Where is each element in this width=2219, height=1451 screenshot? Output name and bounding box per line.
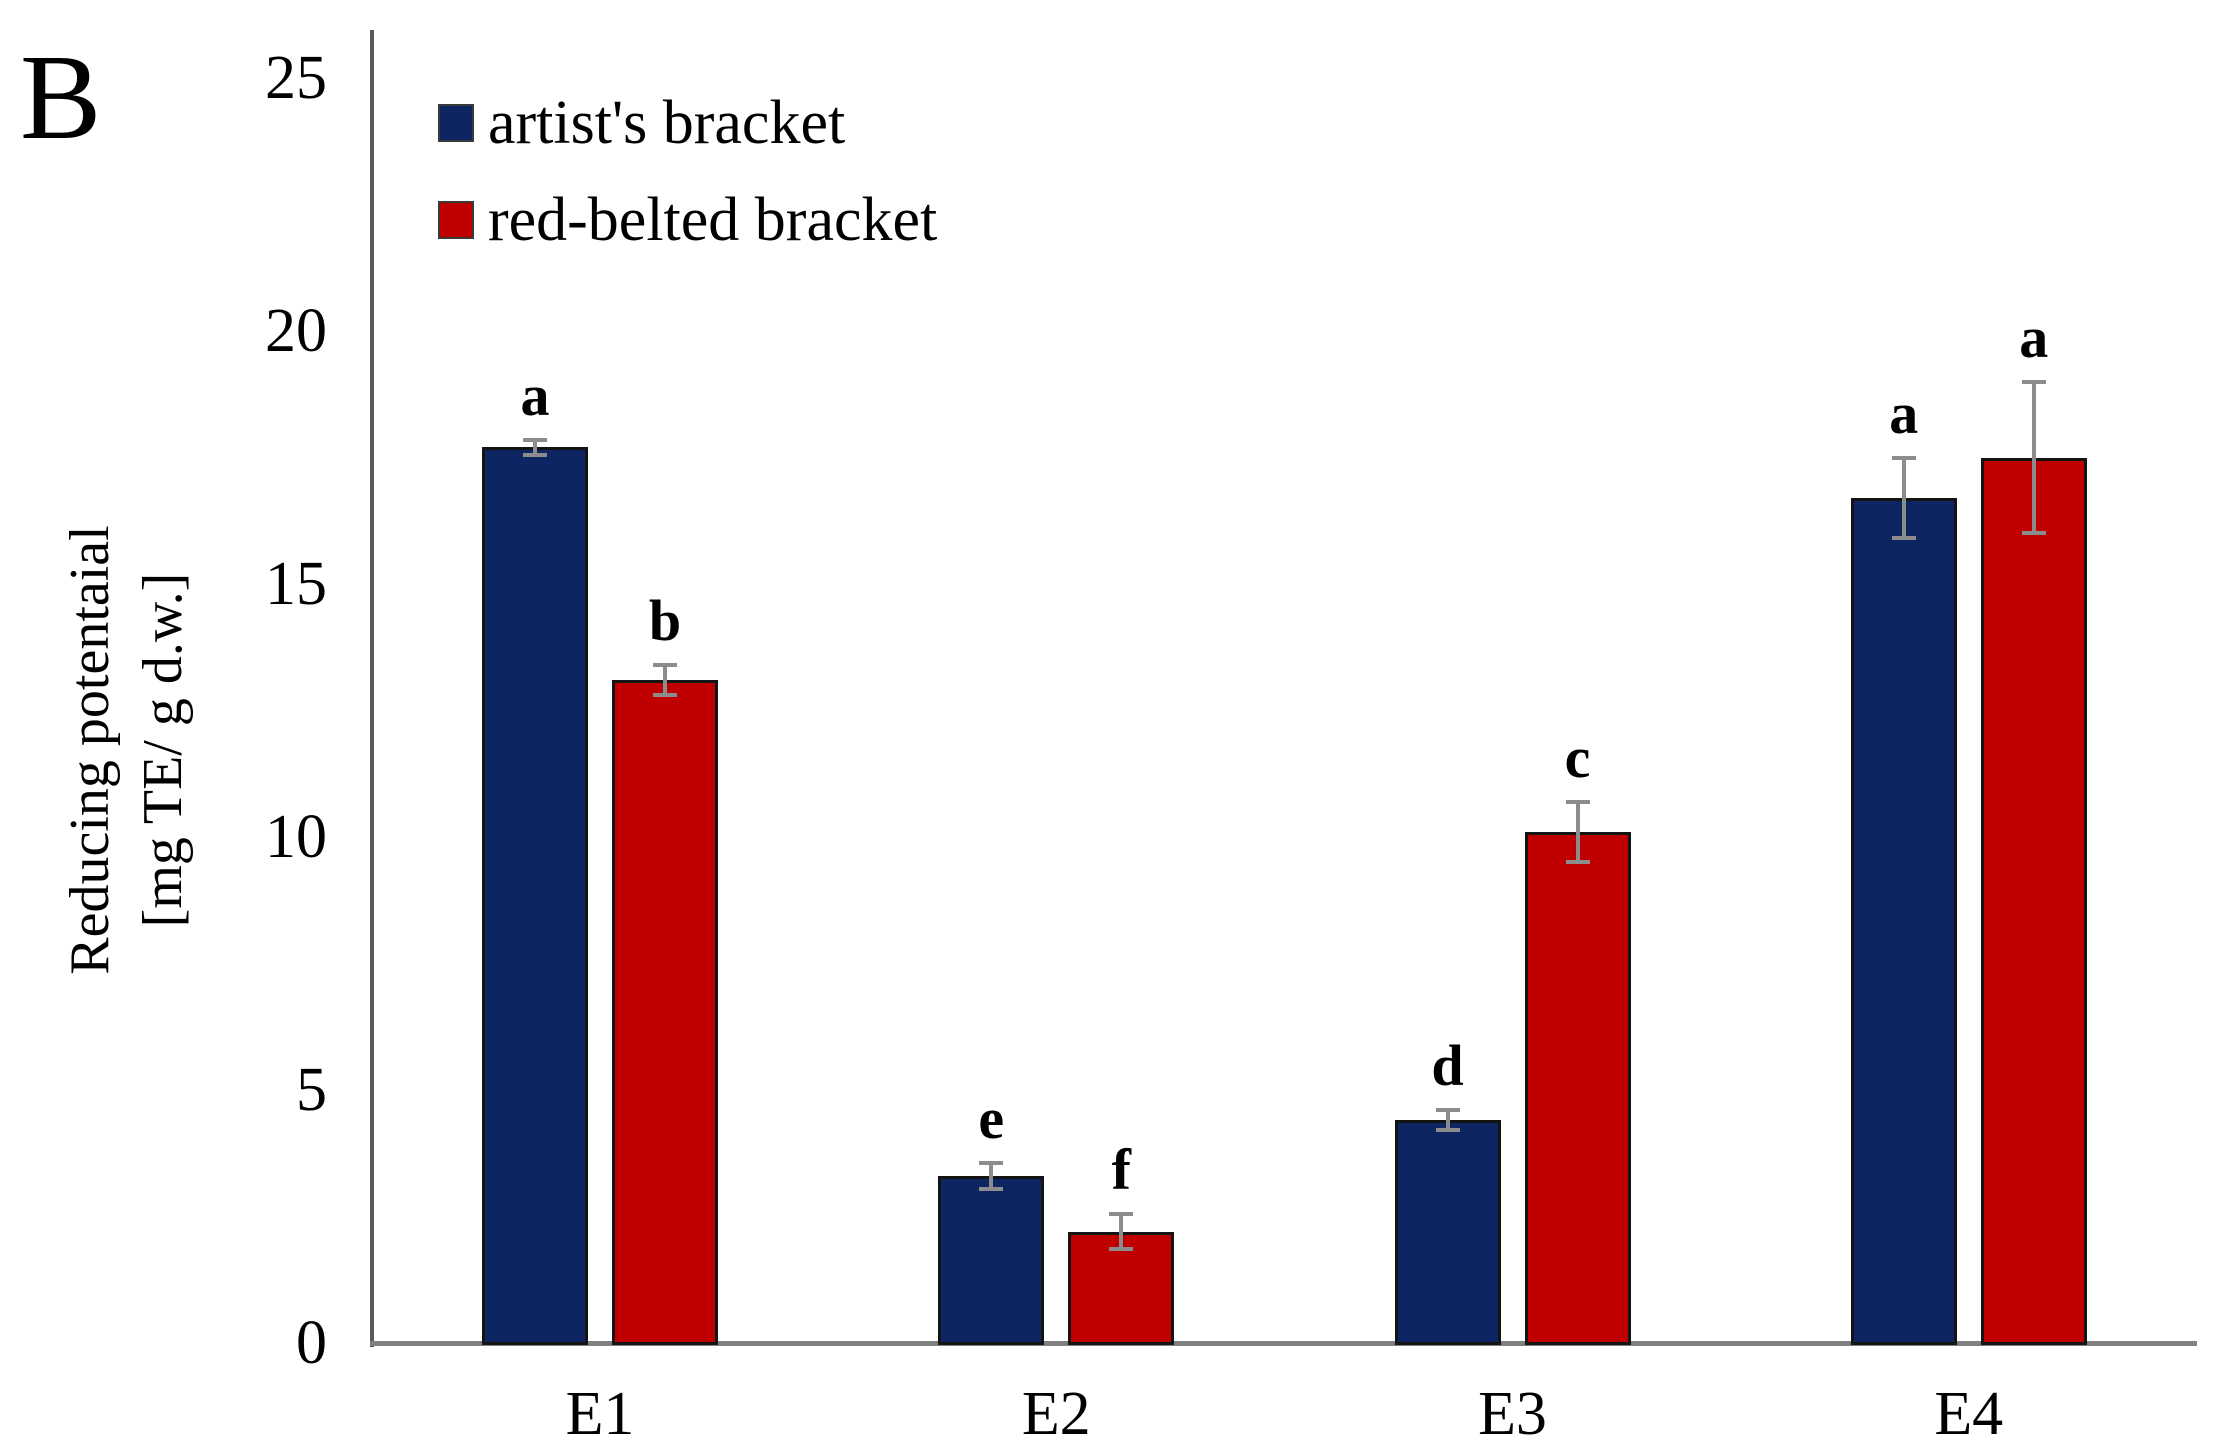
y-axis-title-line2: [mg TE/ g d.w.] — [132, 572, 194, 928]
error-bar-cap — [1109, 1247, 1134, 1252]
error-bar-cap — [1109, 1211, 1134, 1216]
significance-letter-E4-red-belted-bracket: a — [2019, 304, 2049, 370]
error-bar-cap — [1891, 536, 1916, 541]
bar-artists-bracket-E2 — [938, 1176, 1045, 1345]
panel-label: B — [20, 30, 102, 165]
legend-swatch-red-belted-bracket-icon — [438, 201, 474, 239]
error-bar-cap — [523, 437, 547, 442]
y-tick-label-10: 10 — [265, 803, 327, 871]
error-bar-red-belted-bracket-E1 — [663, 664, 667, 696]
error-bar-cap — [979, 1186, 1004, 1191]
significance-letter-E1-artists-bracket: a — [520, 362, 550, 428]
bar-red-belted-bracket-E4 — [1980, 457, 2087, 1345]
x-axis-label-E1: E1 — [565, 1380, 635, 1448]
error-bar-cap — [2021, 379, 2046, 384]
error-bar-cap — [2021, 531, 2046, 536]
error-bar-cap — [1891, 455, 1916, 460]
bar-artists-bracket-E3 — [1394, 1120, 1501, 1345]
error-bar-cap — [1565, 799, 1590, 804]
error-bar-cap — [1565, 860, 1590, 865]
significance-letter-E3-artists-bracket: d — [1431, 1033, 1464, 1099]
error-bar-artists-bracket-E1 — [533, 439, 537, 455]
error-bar-red-belted-bracket-E3 — [1575, 801, 1580, 863]
error-bar-red-belted-bracket-E2 — [1119, 1213, 1124, 1250]
bar-red-belted-bracket-E3 — [1524, 831, 1631, 1345]
significance-letter-E4-artists-bracket: a — [1889, 380, 1919, 446]
legend-label-artists-bracket: artist's bracket — [488, 89, 846, 157]
significance-letter-E2-artists-bracket: e — [978, 1086, 1005, 1152]
legend-entry-artists-bracket: artist's bracket — [438, 92, 937, 154]
error-bar-cap — [653, 662, 677, 667]
x-axis-label-E2: E2 — [1021, 1380, 1091, 1448]
bar-red-belted-bracket-E1 — [612, 680, 718, 1345]
significance-letter-E2-red-belted-bracket: f — [1111, 1136, 1131, 1202]
significance-letter-E1-red-belted-bracket: b — [648, 587, 682, 653]
y-tick-label-20: 20 — [265, 297, 327, 365]
legend-label-red-belted-bracket: red-belted bracket — [488, 186, 938, 254]
legend-swatch-artists-bracket-icon — [438, 104, 474, 142]
error-bar-red-belted-bracket-E4 — [2031, 381, 2036, 534]
y-tick-label-0: 0 — [296, 1309, 327, 1377]
legend: artist's bracket red-belted bracket — [438, 92, 937, 286]
error-bar-artists-bracket-E3 — [1445, 1110, 1450, 1131]
bar-artists-bracket-E1 — [482, 447, 588, 1345]
legend-entry-red-belted-bracket: red-belted bracket — [438, 189, 937, 251]
y-axis-title: Reducing potentaial [mg TE/ g d.w.] — [54, 400, 200, 1100]
error-bar-cap — [1435, 1108, 1460, 1113]
error-bar-artists-bracket-E4 — [1901, 457, 1906, 539]
y-tick-label-15: 15 — [265, 550, 327, 618]
error-bar-cap — [979, 1161, 1004, 1166]
x-axis-label-E3: E3 — [1478, 1380, 1547, 1448]
error-bar-cap — [653, 693, 677, 698]
y-axis-title-line1: Reducing potentaial — [59, 525, 121, 975]
error-bar-cap — [523, 452, 547, 457]
bar-artists-bracket-E4 — [1850, 497, 1957, 1345]
error-bar-cap — [1435, 1128, 1460, 1133]
y-axis-line — [370, 30, 374, 1347]
x-axis-label-E4: E4 — [1934, 1380, 2004, 1448]
y-tick-label-25: 25 — [265, 44, 327, 112]
y-tick-label-5: 5 — [296, 1056, 327, 1124]
significance-letter-E3-red-belted-bracket: c — [1564, 724, 1591, 790]
error-bar-artists-bracket-E2 — [989, 1163, 994, 1189]
x-axis-line — [370, 1341, 2197, 1346]
